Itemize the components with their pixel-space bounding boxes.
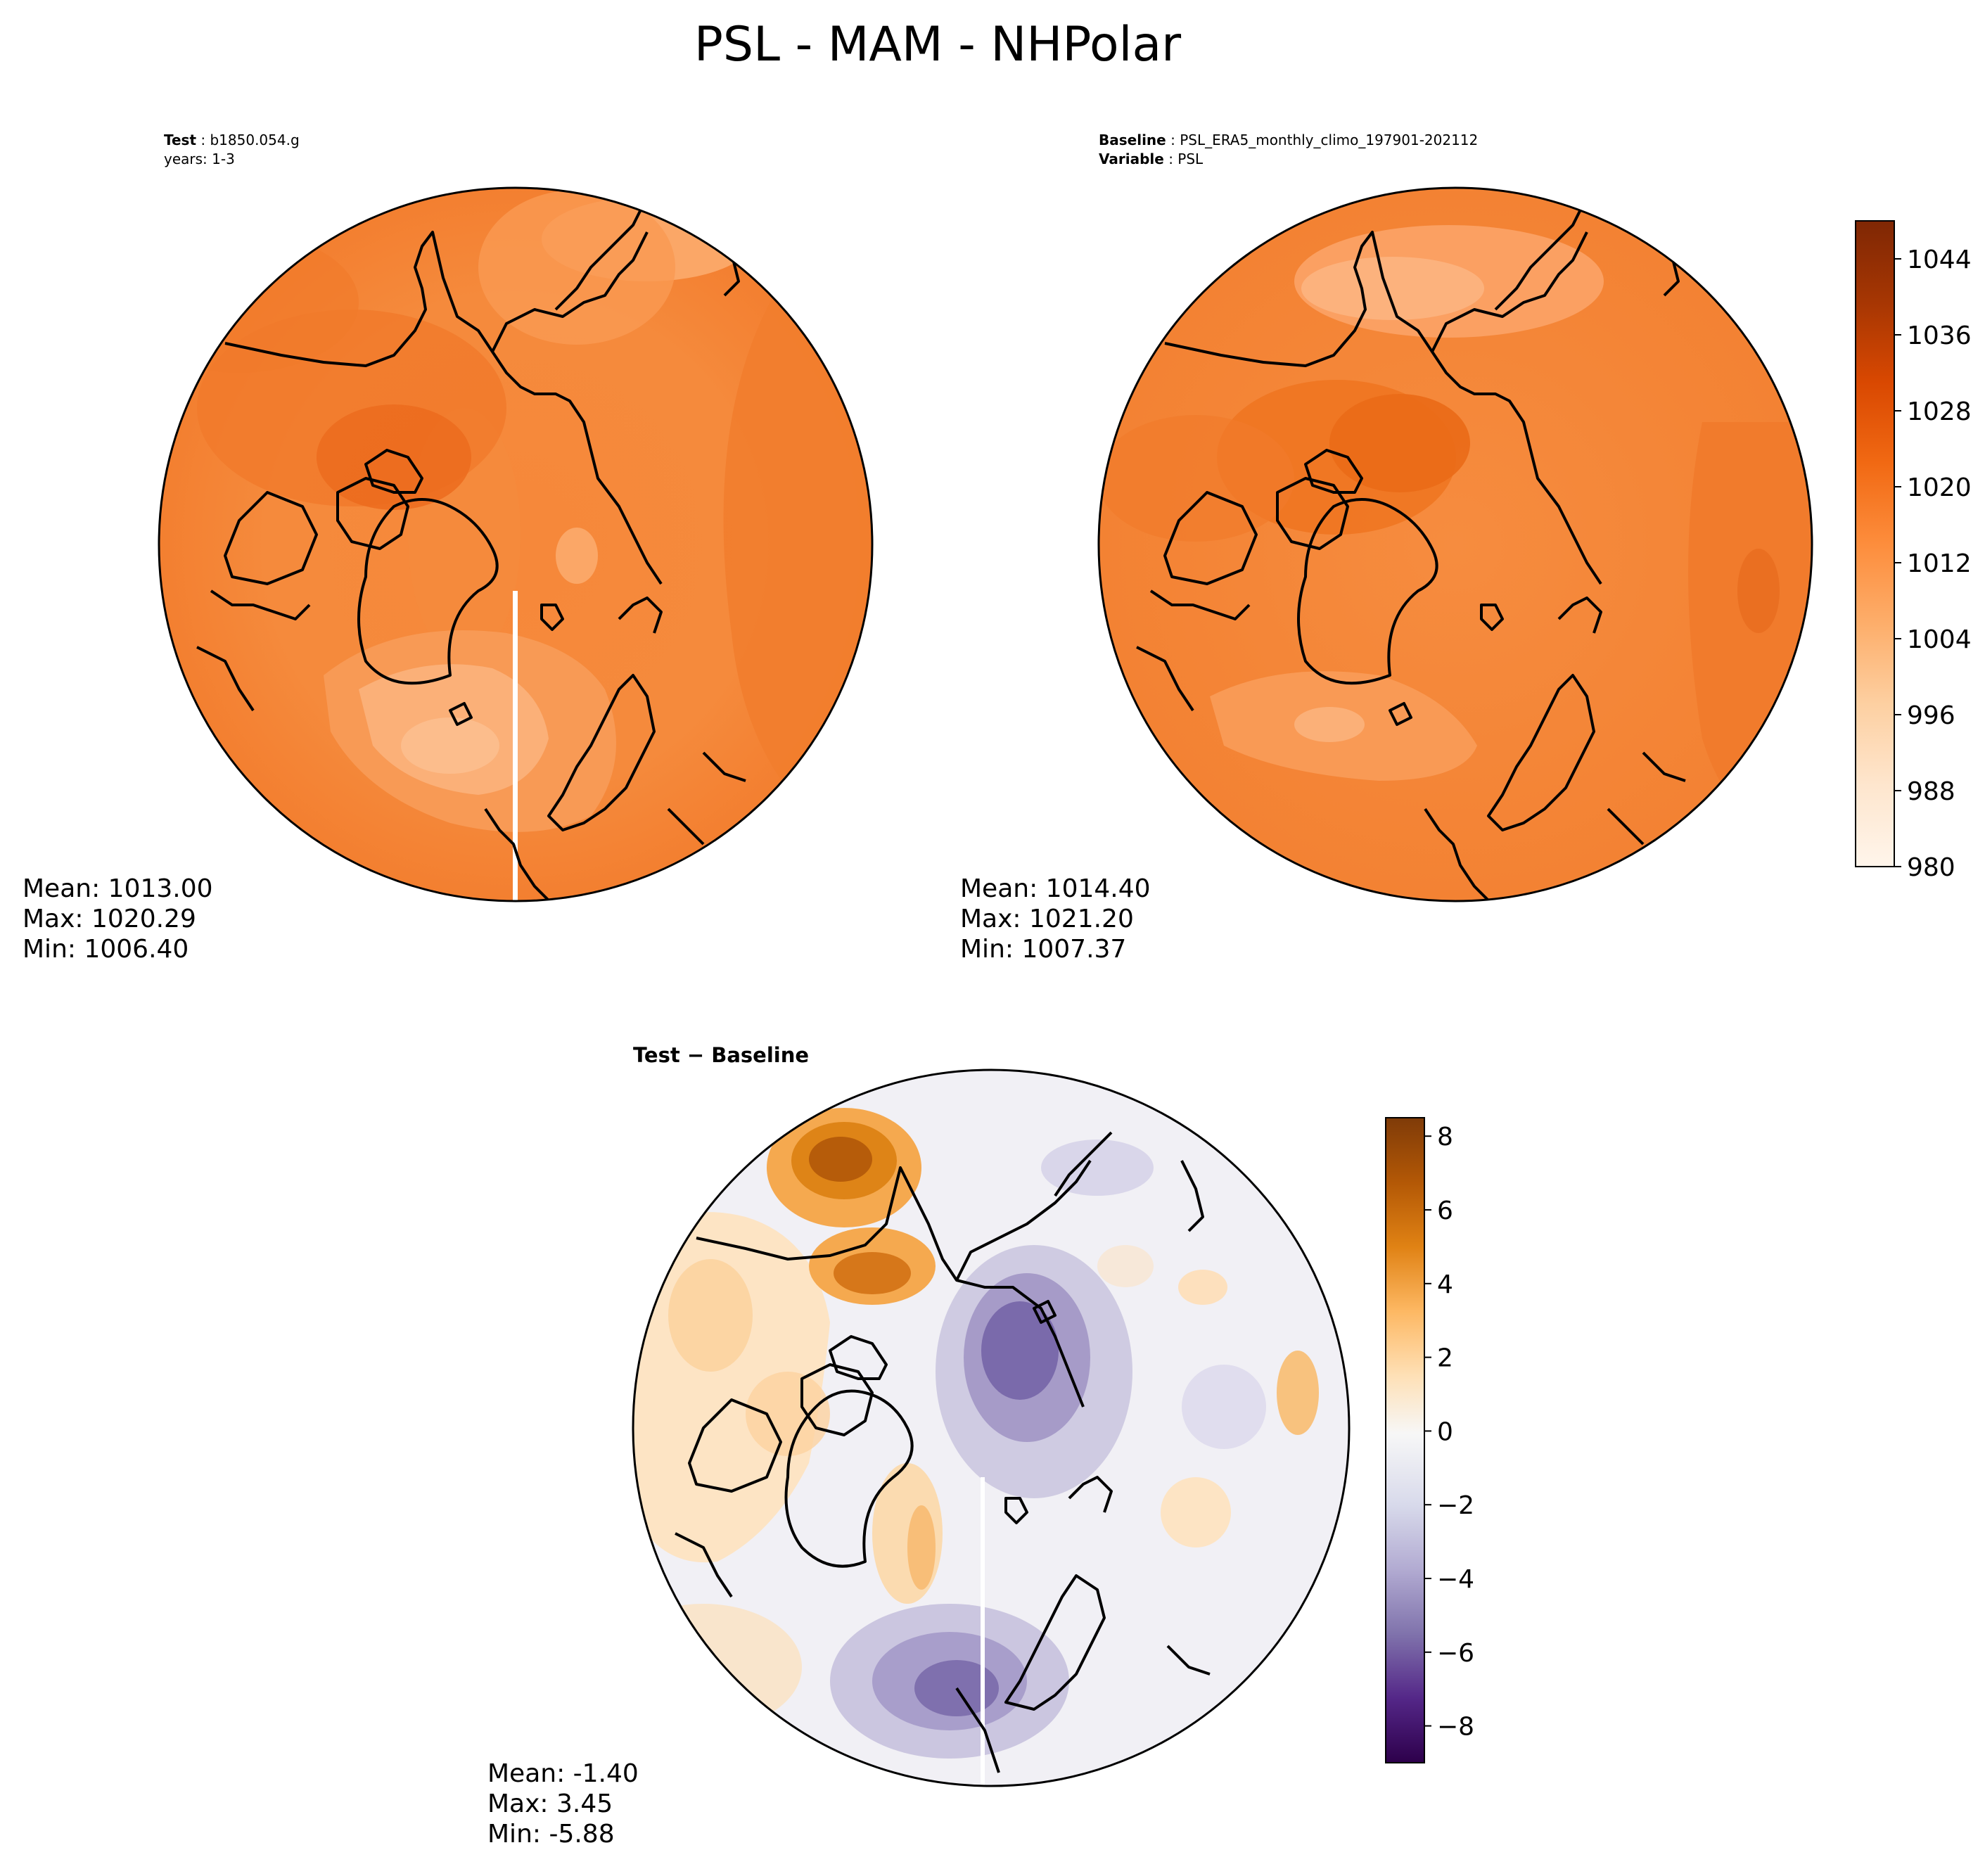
colorbar-difference-tick-label: −6 [1437, 1639, 1474, 1668]
panel-baseline-map-border [1097, 186, 1813, 902]
panel-baseline-map [1099, 188, 1812, 901]
panel-difference-title: Test − Baseline [633, 1043, 809, 1067]
panel-test-stat-max: Max: 1020.29 [23, 905, 196, 933]
colorbar-difference-tick-label: 2 [1437, 1344, 1453, 1373]
colorbar-difference-tick-label: −4 [1437, 1565, 1474, 1594]
colorbar-psl-tick-label: 1012 [1907, 549, 1972, 578]
colorbar-psl-tick-label: 996 [1907, 701, 1955, 730]
panel-baseline-stat-mean: Mean: 1014.40 [960, 874, 1151, 903]
panel-difference: Test − Baseline [487, 1043, 1351, 1849]
colorbar-difference-ticks: −8 −6 −4 −2 0 2 4 6 8 [1424, 1123, 1474, 1742]
colorbar-difference-bar [1385, 1117, 1425, 1763]
panel-test-title-line-1: Test : b1850.054.g [164, 132, 300, 148]
colorbar-psl-tick-label: 1036 [1907, 321, 1972, 350]
panel-test-map [159, 188, 872, 901]
colorbar-difference-tick-label: 4 [1437, 1270, 1453, 1299]
colorbar-difference-tick-label: 0 [1437, 1417, 1453, 1446]
panel-test-stat-min: Min: 1006.40 [23, 935, 189, 964]
colorbar-difference: −8 −6 −4 −2 0 2 4 6 8 [1385, 1117, 1474, 1763]
panel-difference-map [633, 1070, 1349, 1786]
panel-test-map-border [158, 186, 874, 902]
panel-baseline: Baseline : PSL_ERA5_monthly_climo_197901… [960, 132, 1813, 964]
colorbar-psl-tick-label: 980 [1907, 853, 1955, 882]
panel-test-stat-mean: Mean: 1013.00 [23, 874, 213, 903]
colorbar-psl-tick-label: 1020 [1907, 473, 1972, 502]
colorbar-psl-ticks: 980 988 996 1004 1012 1020 1028 1036 1044 [1894, 245, 1972, 882]
colorbar-difference-tick-label: −8 [1437, 1713, 1474, 1742]
colorbar-psl-bar [1855, 220, 1895, 867]
panel-difference-map-border [632, 1068, 1351, 1787]
colorbar-psl-tick-label: 1044 [1907, 245, 1972, 274]
panel-test: Test : b1850.054.g years: 1-3 [23, 132, 874, 964]
colorbar-psl-tick-label: 988 [1907, 777, 1955, 806]
panel-baseline-title-line-2: Variable : PSL [1099, 151, 1204, 167]
panel-difference-stat-min: Min: -5.88 [487, 1820, 615, 1849]
panel-test-title-line-2: years: 1-3 [164, 151, 235, 167]
panel-baseline-stat-min: Min: 1007.37 [960, 935, 1126, 964]
panel-difference-stat-max: Max: 3.45 [487, 1789, 613, 1818]
panel-baseline-stat-max: Max: 1021.20 [960, 905, 1134, 933]
colorbar-psl: 980 988 996 1004 1012 1020 1028 1036 1044 [1855, 220, 1972, 882]
panel-baseline-title-line-1: Baseline : PSL_ERA5_monthly_climo_197901… [1099, 132, 1478, 148]
colorbar-difference-tick-label: −2 [1437, 1491, 1474, 1520]
colorbar-psl-tick-label: 1028 [1907, 397, 1972, 426]
colorbar-difference-tick-label: 6 [1437, 1197, 1453, 1225]
panel-difference-stat-mean: Mean: -1.40 [487, 1759, 639, 1788]
colorbar-psl-tick-label: 1004 [1907, 625, 1972, 654]
figure-title: PSL - MAM - NHPolar [694, 17, 1181, 72]
colorbar-difference-tick-label: 8 [1437, 1123, 1453, 1151]
